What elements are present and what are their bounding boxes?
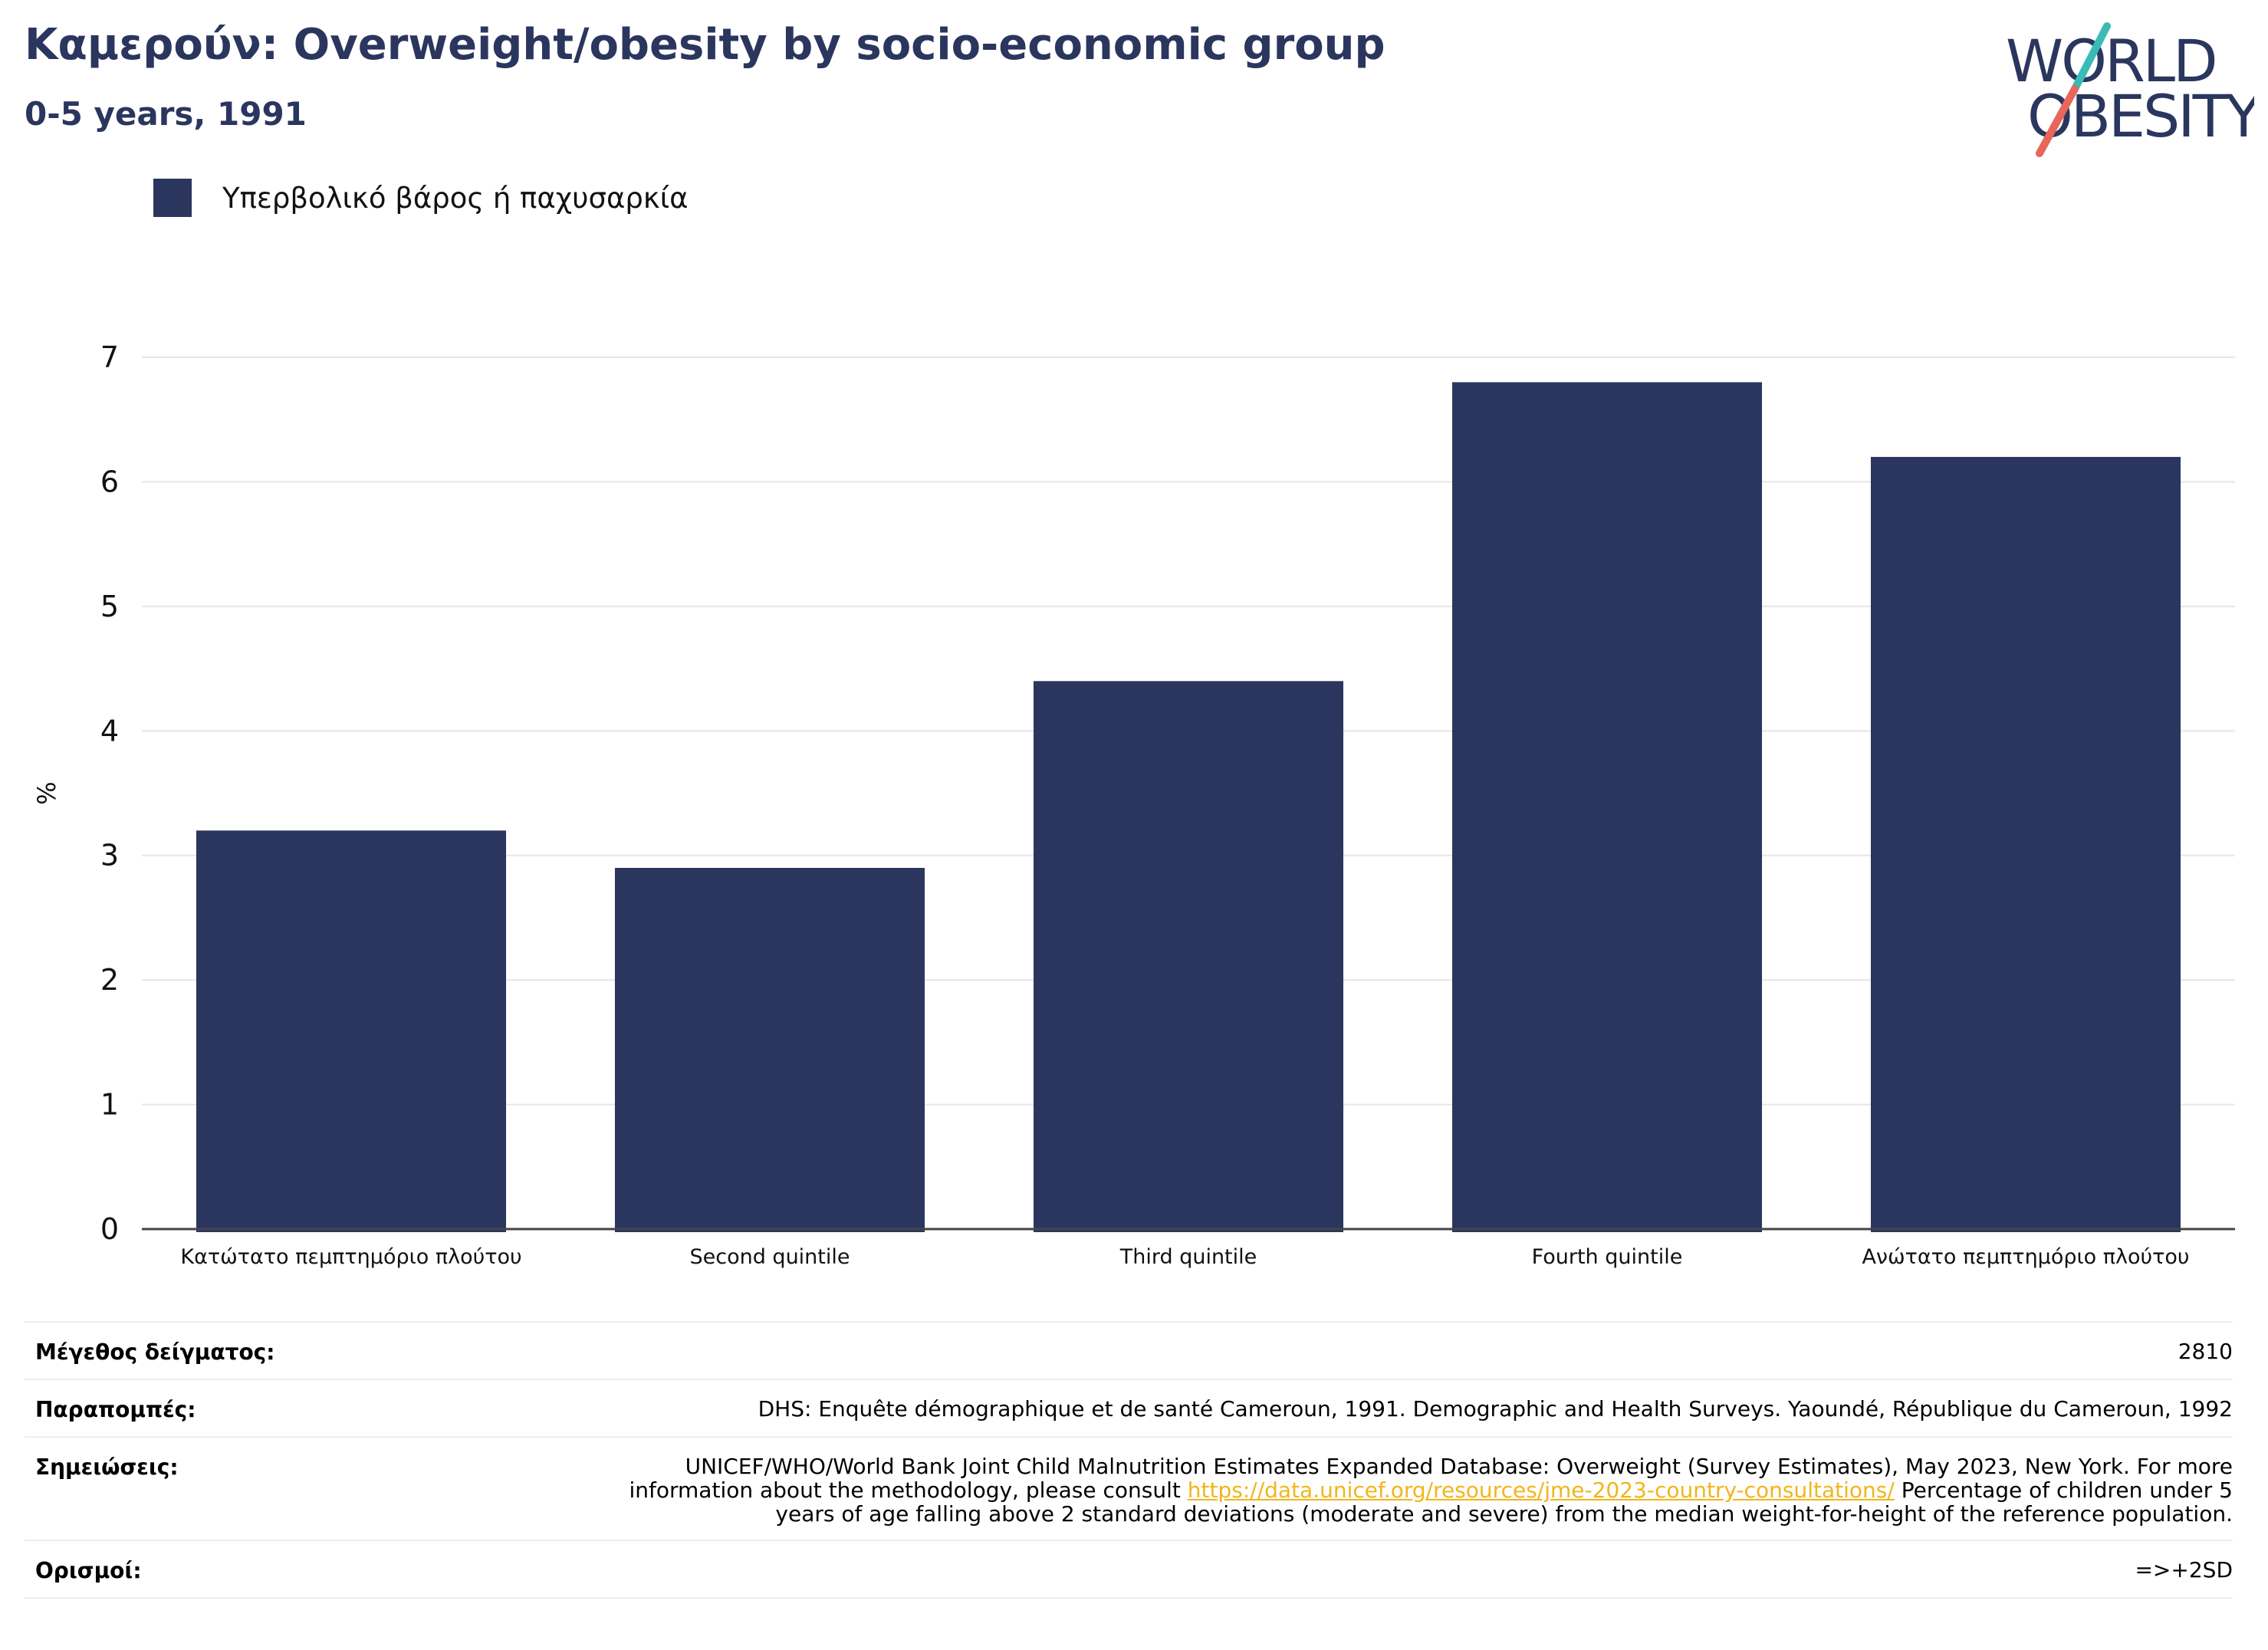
chart-subtitle: 0-5 years, 1991 — [25, 95, 307, 133]
references-label: Παραπομπές: — [35, 1397, 196, 1422]
footer-table: Μέγεθος δείγματος: 2810 Παραπομπές: DHS:… — [25, 1321, 2233, 1599]
y-tick-label: 4 — [100, 714, 119, 748]
x-tick-label: Κατώτατο πεμπτημόριο πλούτου — [180, 1245, 521, 1269]
references-value: DHS: Enquête démographique et de santé C… — [758, 1396, 2233, 1422]
x-tick-label: Fourth quintile — [1532, 1245, 1683, 1269]
footer-row-notes: Σημειώσεις: UNICEF/WHO/World Bank Joint … — [25, 1436, 2233, 1540]
bar — [1870, 456, 2181, 1232]
bar — [1033, 681, 1344, 1232]
x-tick-label: Ανώτατο πεμπτημόριο πλούτου — [1862, 1245, 2189, 1269]
definitions-value: =>+2SD — [2135, 1557, 2233, 1583]
y-axis-label: % — [32, 781, 61, 804]
legend: Υπερβολικό βάρος ή παχυσαρκία — [153, 178, 689, 218]
bars — [196, 382, 2181, 1232]
sample-size-label: Μέγεθος δείγματος: — [35, 1339, 275, 1365]
bar — [1451, 382, 1763, 1232]
x-tick-label: Second quintile — [689, 1245, 850, 1269]
y-tick-label: 3 — [100, 839, 119, 873]
methodology-link[interactable]: https://data.unicef.org/resources/jme-20… — [1187, 1477, 1895, 1503]
notes-text-after: Percentage of children under 5 years of … — [775, 1477, 2233, 1527]
bar — [196, 830, 507, 1232]
footer-row-definitions: Ορισμοί: =>+2SD — [25, 1540, 2233, 1599]
legend-label: Υπερβολικό βάρος ή παχυσαρκία — [222, 181, 689, 215]
x-tick-label: Third quintile — [1119, 1245, 1257, 1269]
footer-row-sample-size: Μέγεθος δείγματος: 2810 — [25, 1321, 2233, 1379]
chart-title: Καμερούν: Overweight/obesity by socio-ec… — [25, 20, 1385, 70]
notes-value: UNICEF/WHO/World Bank Joint Child Malnut… — [592, 1451, 2233, 1526]
logo-text-world: WORLD — [2006, 27, 2216, 95]
y-tick-label: 7 — [100, 340, 119, 374]
y-tick-label: 5 — [100, 590, 119, 623]
bar — [614, 867, 925, 1232]
world-obesity-logo: WORLD OBESITY — [2006, 22, 2254, 157]
y-axis: 0 1 2 3 4 5 6 7 — [100, 340, 119, 1246]
legend-swatch — [153, 179, 192, 217]
y-tick-label: 1 — [100, 1088, 119, 1122]
x-axis: Κατώτατο πεμπτημόριο πλούτου Second quint… — [142, 1228, 2235, 1269]
y-tick-label: 0 — [100, 1212, 119, 1246]
notes-text-before: UNICEF/WHO/World Bank Joint Child Malnut… — [629, 1454, 2233, 1503]
logo-text-obesity: OBESITY — [2027, 82, 2254, 150]
footer-row-references: Παραπομπές: DHS: Enquête démographique e… — [25, 1379, 2233, 1436]
y-tick-label: 6 — [100, 465, 119, 498]
definitions-label: Ορισμοί: — [35, 1558, 142, 1583]
y-tick-label: 2 — [100, 963, 119, 997]
notes-label: Σημειώσεις: — [35, 1454, 179, 1480]
sample-size-value: 2810 — [2178, 1339, 2233, 1364]
bar-chart: 0 1 2 3 4 5 6 7 Κατώτατο πεμπτημόριο πλούτου Sec… — [32, 340, 2235, 1269]
logo-slash-top — [2071, 22, 2111, 93]
logo-slash-bottom — [2036, 85, 2079, 157]
